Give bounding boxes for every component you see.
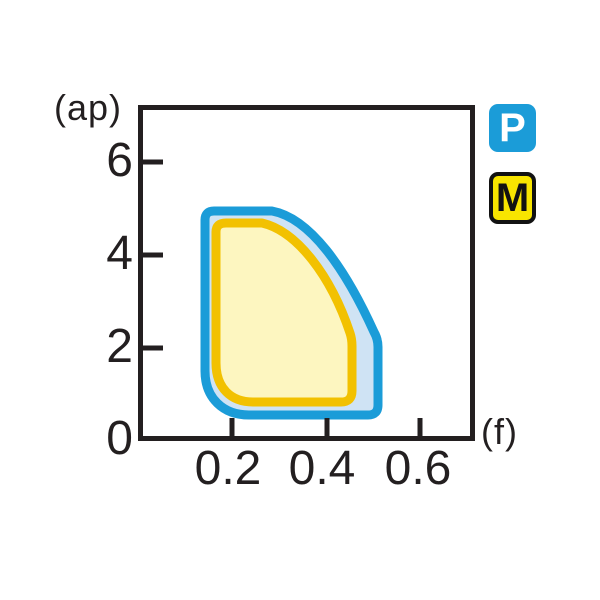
y-tick-label-0: 0 (106, 412, 133, 465)
y-tick-label-2: 2 (106, 320, 133, 373)
legend-m-badge: M (489, 172, 536, 224)
x-axis-label: (f) (481, 411, 518, 452)
m-region-shape (211, 218, 357, 407)
x-tick-label-0-2: 0.2 (194, 442, 262, 495)
y-tick-label-6: 6 (106, 134, 133, 187)
x-tick-label-0-4: 0.4 (288, 442, 356, 495)
y-tick-label-4: 4 (106, 227, 133, 280)
legend-p-badge: P (489, 104, 536, 152)
plot-frame (138, 105, 475, 441)
x-axis-ticks (229, 418, 423, 438)
legend-p-label: P (499, 105, 526, 150)
x-tick-label-0-6: 0.6 (384, 442, 452, 495)
y-axis-label: (ap) (54, 87, 123, 128)
y-axis-ticks (141, 159, 163, 351)
legend-m-label: M (495, 175, 530, 220)
